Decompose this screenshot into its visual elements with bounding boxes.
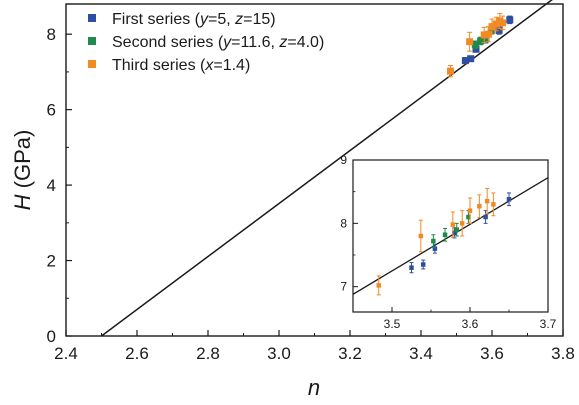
main-data-point-series-3 [488,23,496,31]
main-x-ticks: 2.4 2.6 2.8 3.0 3.2 3.4 3.6 3.8 [54,330,575,363]
x-tick-label: 3.4 [409,344,433,363]
inset-x-tick-label: 3.7 [540,317,557,331]
legend: First series (y=5, z=15) Second series (y… [88,11,324,74]
inset-data-point-series-3 [376,283,381,288]
main-data-point-series-1 [495,26,503,34]
x-tick-label: 2.6 [125,344,149,363]
legend-marker-series-1 [88,14,96,22]
main-data-point-series-3 [499,19,507,27]
inset-data-point-series-2 [442,232,448,237]
main-data-points [446,12,514,78]
x-tick-label: 3.2 [338,344,362,363]
main-y-ticks: 0 2 4 6 8 [47,25,72,346]
inset-data-point-series-3 [484,198,490,204]
legend-marker-series-2 [88,37,96,45]
inset-data-point-series-1 [506,197,512,202]
inset-data-point-series-3 [467,208,473,213]
inset-x-tick-label: 3.6 [462,317,479,331]
inset-data-point-series-3 [450,222,456,227]
inset-data-point-series-2 [454,227,459,232]
main-data-point-series-2 [487,26,495,34]
x-tick-label: 2.8 [196,344,220,363]
y-tick-label: 2 [47,252,56,271]
inset-y-tick-label: 9 [340,153,347,167]
inset-data-points [376,188,512,296]
inset-data-point-series-3 [491,202,496,207]
legend-label-series-3: Third series (x=1.4) [112,57,250,74]
inset-fit-line [352,177,549,295]
y-axis-title: H (GPa) [10,130,35,211]
inset-y-tick-label: 8 [340,216,347,230]
main-data-point-series-3 [446,67,454,75]
inset-data-point-series-1 [420,262,426,267]
main-fit-line [101,0,553,337]
inset-fit-line-group [352,177,549,295]
main-data-point-series-1 [472,45,480,53]
main-data-point-series-3 [466,38,474,46]
y-tick-label: 0 [47,327,56,346]
main-data-point-series-1 [506,16,514,24]
main-data-point-series-2 [471,41,479,49]
inset-data-point-series-1 [432,246,438,251]
x-axis-title: n [308,375,320,400]
inset-data-point-series-1 [483,214,488,220]
y-axis-title-var: H [10,194,35,210]
y-tick-label: 6 [47,101,56,120]
x-tick-label: 3.8 [551,344,575,363]
y-axis-title-unit: (GPa) [10,130,35,195]
inset-data-point-series-1 [409,265,414,270]
legend-marker-series-3 [88,60,96,68]
main-data-point-series-1 [461,57,469,65]
x-tick-label: 2.4 [54,344,78,363]
main-data-point-series-3 [484,30,492,38]
main-data-point-series-2 [477,37,485,45]
y-tick-label: 8 [47,25,56,44]
y-tick-label: 4 [47,176,56,195]
main-data-point-series-3 [480,31,488,39]
inset-y-tick-label: 7 [340,280,347,294]
x-tick-label: 3.0 [267,344,291,363]
inset-plot-frame [352,159,549,313]
inset-x-ticks: 3.5 3.6 3.7 [352,307,557,331]
main-fit-line-group [101,0,553,337]
legend-label-series-1: First series (y=5, z=15) [112,11,276,28]
x-tick-label: 3.6 [480,344,504,363]
inset-data-point-series-3 [459,221,465,226]
inset-data-point-series-3 [418,233,424,239]
inset-data-point-series-2 [466,214,471,220]
inset-data-point-series-3 [477,203,482,209]
inset-data-point-series-1 [452,230,457,236]
inset-data-point-series-2 [431,238,436,244]
inset-x-tick-label: 3.5 [384,317,401,331]
main-data-point-series-1 [467,55,475,63]
legend-label-series-2: Second series (y=11.6, z=4.0) [112,34,324,51]
main-data-point-series-3 [492,20,500,28]
inset-y-ticks: 7 8 9 [340,153,358,294]
